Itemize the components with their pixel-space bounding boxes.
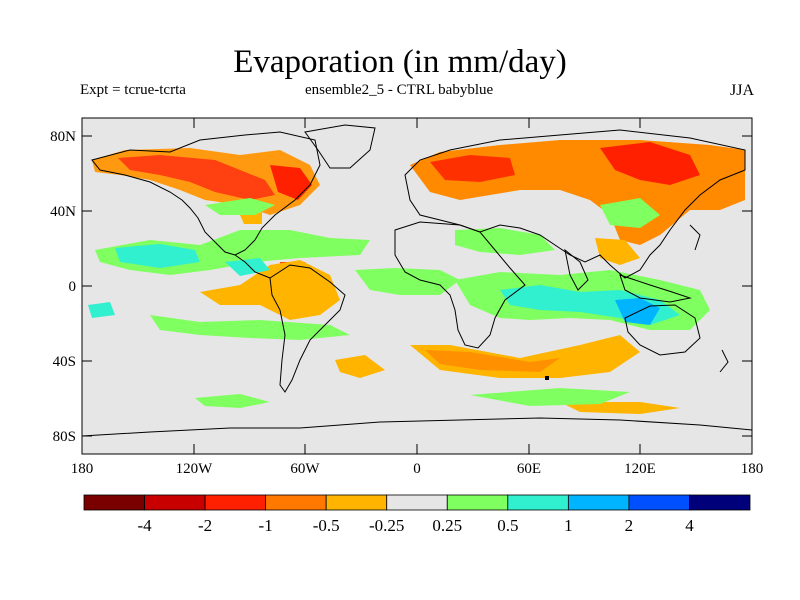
contour-so-orange3 — [560, 402, 680, 414]
colorbar-swatch — [689, 494, 751, 511]
africa-outline — [394, 221, 526, 349]
colorbar-label: -0.25 — [369, 516, 404, 535]
colorbar-swatch — [204, 494, 267, 511]
colorbar-swatch — [507, 494, 569, 511]
colorbar-label: 4 — [685, 516, 694, 535]
contour-so-green2 — [195, 394, 270, 408]
greenland-outline — [304, 124, 376, 169]
colorbar-label: -0.5 — [313, 516, 340, 535]
y-tick-0: 0 — [69, 279, 77, 295]
colorbar-swatch — [83, 494, 145, 511]
x-tick-180w: 180 — [71, 461, 94, 477]
colorbar-label: -1 — [259, 516, 273, 535]
axis-ticks — [82, 118, 752, 454]
colorbar-swatch — [446, 494, 509, 511]
colorbar-swatch — [325, 494, 388, 511]
y-tick-40n: 40N — [50, 204, 76, 220]
map-title: Evaporation (in mm/day) — [233, 44, 567, 80]
contour-eurasia-red — [430, 155, 515, 182]
contour-sp-orange — [335, 355, 385, 378]
colorbar-swatch — [567, 494, 630, 511]
antarctica-outline — [81, 417, 753, 437]
contour-pac-cyan — [115, 244, 200, 268]
x-tick-60w: 60W — [290, 461, 320, 477]
season-label: JJA — [729, 82, 754, 99]
x-tick-120w: 120W — [176, 461, 214, 477]
south-america-outline — [269, 264, 346, 393]
colorbar-swatch — [144, 494, 206, 511]
colorbar-swatch — [265, 494, 327, 511]
contour-npac-green — [205, 198, 275, 215]
contour-atl-green — [355, 268, 460, 295]
japan-outline — [689, 224, 701, 251]
colorbar-label: -2 — [198, 516, 212, 535]
contour-so-orange2 — [425, 350, 560, 372]
y-tick-80s: 80S — [53, 429, 76, 445]
contour-med-green — [455, 228, 555, 255]
india-outline — [564, 248, 589, 291]
coastlines — [81, 124, 753, 437]
new-zealand-outline — [719, 349, 729, 373]
colorbar: -4 -2 -1 -0.5 -0.25 0.25 0.5 1 2 4 — [83, 494, 751, 535]
x-tick-60e: 60E — [517, 461, 541, 477]
ensemble-label: ensemble2_5 - CTRL babyblue — [305, 82, 494, 98]
colorbar-swatch — [386, 494, 448, 511]
north-america-outline — [91, 131, 321, 256]
experiment-label: Expt = tcrue-tcrta — [80, 82, 186, 98]
colorbar-label: 0.25 — [432, 516, 462, 535]
contour-siberia-red — [600, 142, 700, 185]
y-tick-80n: 80N — [50, 129, 76, 145]
colorbar-label: 1 — [564, 516, 573, 535]
x-tick-120e: 120E — [624, 461, 656, 477]
colorbar-swatch — [628, 494, 690, 511]
x-tick-0: 0 — [413, 461, 421, 477]
contour-na-red — [118, 155, 275, 200]
contour-cyan-west — [88, 302, 115, 318]
southeast-asia-outline — [619, 274, 692, 303]
australia-outline — [624, 304, 701, 356]
data-marker — [545, 376, 549, 380]
colorbar-label: 2 — [625, 516, 634, 535]
contour-sp-green — [150, 315, 350, 340]
colorbar-label: -4 — [137, 516, 152, 535]
contour-pac-cyan2 — [225, 258, 270, 276]
contour-china-orange — [595, 238, 640, 265]
contour-so-green — [470, 388, 630, 406]
colorbar-label: 0.5 — [497, 516, 518, 535]
contour-sa-orange — [200, 260, 340, 320]
central-america-outline — [234, 254, 271, 279]
contour-asia-green — [600, 198, 660, 228]
y-tick-40s: 40S — [53, 354, 76, 370]
x-tick-180e: 180 — [741, 461, 764, 477]
contour-na-red2 — [270, 165, 312, 200]
